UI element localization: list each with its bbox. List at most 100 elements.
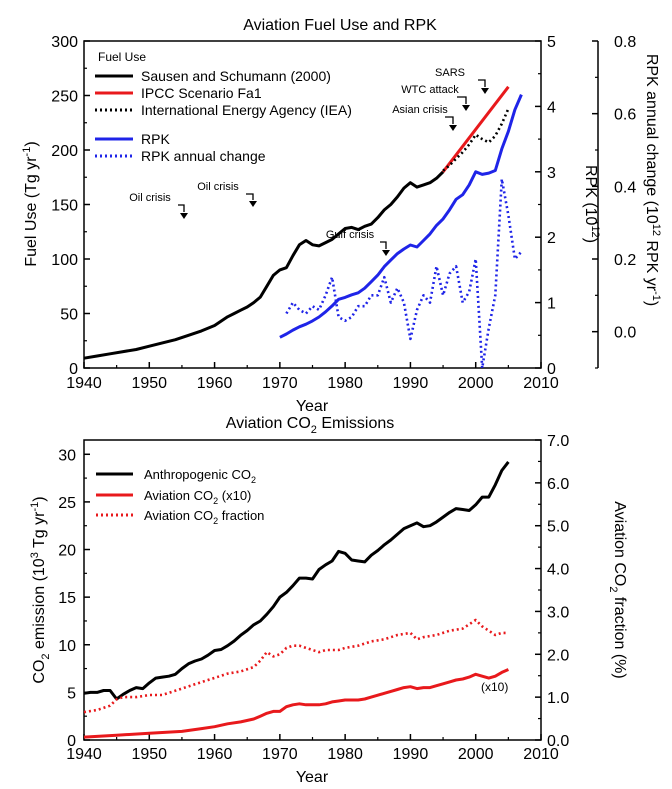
- x-tick-label: 1940: [66, 746, 102, 763]
- y-tick-label: 25: [58, 495, 76, 512]
- y3-tick-label: 0.2: [614, 252, 636, 269]
- y2-tick-label: 0: [547, 361, 556, 378]
- y-tick-label: 50: [60, 307, 78, 324]
- y2-tick-label: 5.0: [547, 519, 569, 536]
- y2-tick-label: 6.0: [547, 476, 569, 493]
- y-tick-label: 5: [67, 685, 76, 702]
- y2-tick-label: 1: [547, 296, 556, 313]
- chart1-annotations: Oil crisis Oil crisis Gulf crisis Asian cri…: [129, 67, 489, 256]
- chart1-y-label-fuel: Fuel Use (Tg yr-1): [21, 141, 40, 266]
- y3-tick-label: 0.8: [614, 34, 636, 51]
- chart2-legend: Anthropogenic CO2 Aviation CO2 (x10) Avi…: [96, 467, 264, 526]
- fuel-rpk-chart: Aviation Fuel Use and RPK 1940 1950 1960 19…: [21, 17, 662, 415]
- y-tick-label: 20: [58, 543, 76, 560]
- annotation-arrow-line: [478, 79, 486, 87]
- legend-label-aviation: Aviation CO2 (x10): [144, 488, 251, 506]
- legend-heading: Fuel Use: [98, 50, 146, 64]
- y3-tick-label: 0.0: [614, 325, 636, 342]
- series-sausen-and-schumann-2000: [83, 170, 445, 360]
- x-tick-label: 1960: [197, 746, 233, 763]
- legend-label-rpk: RPK: [141, 131, 170, 147]
- x-tick-label: 1950: [131, 746, 167, 763]
- chart2-plot-frame: [83, 439, 542, 741]
- y-tick-label: 250: [51, 89, 78, 106]
- annotation-arrow-head: [382, 250, 390, 256]
- legend-label-ipcc: IPCC Scenario Fa1: [141, 85, 262, 101]
- y2-tick-label: 3: [547, 165, 556, 182]
- x-tick-label: 1990: [393, 375, 429, 392]
- y-tick-label: 100: [51, 252, 78, 269]
- x-tick-label: 2010: [523, 375, 559, 392]
- series-anthropogenic-co2: [83, 460, 510, 701]
- chart1-x-axis: 1940 1950 1960 1970 1980 1990 2000 2010: [66, 362, 559, 392]
- y2-tick-label: 4.0: [547, 562, 569, 579]
- x-tick-label: 2000: [458, 746, 494, 763]
- annotation-arrow-line: [178, 204, 185, 212]
- annotation-arrow-head: [180, 213, 188, 219]
- annotation-arrow-head: [249, 201, 257, 207]
- chart1-y-label-rpk-change: RPK annual change (1012 RPK yr-1): [643, 54, 662, 306]
- annotation-arrow-head: [481, 88, 489, 94]
- y2-tick-label: 1.0: [547, 690, 569, 707]
- legend-label-anthropogenic: Anthropogenic CO2: [144, 467, 256, 485]
- y2-tick-label: 4: [547, 99, 556, 116]
- x-tick-label: 1940: [66, 375, 102, 392]
- y-tick-label: 0: [69, 361, 78, 378]
- annotation-wtc-attack: WTC attack: [401, 84, 459, 96]
- x-tick-label: 1980: [327, 375, 363, 392]
- chart1-y-label-rpk: RPK (1012): [582, 165, 601, 243]
- chart1-title: Aviation Fuel Use and RPK: [243, 17, 437, 34]
- annotation-arrow-line: [380, 241, 387, 249]
- x-tick-label: 1990: [393, 746, 429, 763]
- chart2-x-axis: 1940 1950 1960 1970 1980 1990 2000 2010: [66, 734, 559, 763]
- chart2-y-axis-emission: 0 5 10 15 20 25 30: [58, 447, 90, 750]
- chart2-x-label: Year: [296, 769, 329, 786]
- chart1-legend: Fuel Use Sausen and Schumann (2000) IPCC…: [95, 50, 352, 164]
- y2-tick-label: 2.0: [547, 647, 569, 664]
- y-tick-label: 150: [51, 198, 78, 215]
- chart1-y-axis-rpk-change: 0.0 0.2 0.4 0.6 0.8: [592, 34, 636, 369]
- y-tick-label: 300: [51, 34, 78, 51]
- y2-tick-label: 5: [547, 34, 556, 51]
- chart1-series: [83, 85, 523, 370]
- annotation-arrow-line: [246, 193, 254, 200]
- legend-label-rpk-change: RPK annual change: [141, 148, 266, 164]
- annotation-oil-crisis: Oil crisis: [197, 181, 239, 193]
- legend-label-sausen: Sausen and Schumann (2000): [141, 68, 331, 84]
- y-tick-label: 30: [58, 447, 76, 464]
- chart2-y-label-emission: CO2 emission (103 Tg yr-1): [29, 496, 52, 683]
- co2-emissions-chart: Aviation CO2 Emissions 1940 1950 1960 1970 1…: [29, 415, 628, 786]
- y-tick-label: 15: [58, 590, 76, 607]
- y-tick-label: 10: [58, 638, 76, 655]
- y-tick-label: 200: [51, 143, 78, 160]
- x-tick-label: 2000: [458, 375, 494, 392]
- annotation-arrow-head: [462, 105, 470, 111]
- x-tick-label: 1960: [197, 375, 233, 392]
- annotation-sars: SARS: [435, 67, 465, 79]
- chart2-y-label-fraction: Aviation CO2 fraction (%): [607, 501, 628, 678]
- y2-tick-label: 7.0: [547, 433, 569, 450]
- y3-tick-label: 0.4: [614, 179, 636, 196]
- chart2-series: [83, 460, 510, 739]
- legend-label-fraction: Aviation CO2 fraction: [144, 508, 264, 526]
- series-ipcc-scenario-fa1: [441, 85, 510, 173]
- y3-tick-label: 0.6: [614, 107, 636, 124]
- y-tick-label: 0: [67, 733, 76, 750]
- chart1-y-axis-rpk: 0 1 2 3 4 5: [535, 34, 556, 378]
- annotation-arrow-line: [445, 116, 454, 124]
- chart2-x10-annotation: (x10): [481, 680, 508, 694]
- x-tick-label: 1970: [262, 746, 298, 763]
- chart1-y-axis-fuel: 0 50 100 150 200 250 300: [51, 34, 90, 378]
- y2-tick-label: 0.0: [547, 733, 569, 750]
- chart2-y-axis-fraction: 0.0 1.0 2.0 3.0 4.0 5.0 6.0 7.0: [535, 433, 569, 750]
- annotation-oil-crisis: Oil crisis: [129, 192, 171, 204]
- x-tick-label: 1970: [262, 375, 298, 392]
- series-aviation-co2-x10: [83, 668, 510, 739]
- annotation-arrow-head: [449, 125, 457, 131]
- annotation-asian-crisis: Asian crisis: [392, 104, 448, 116]
- series-rpk: [279, 94, 523, 339]
- annotation-arrow-line: [457, 96, 467, 104]
- y2-tick-label: 2: [547, 230, 556, 247]
- chart1-x-label: Year: [296, 398, 329, 415]
